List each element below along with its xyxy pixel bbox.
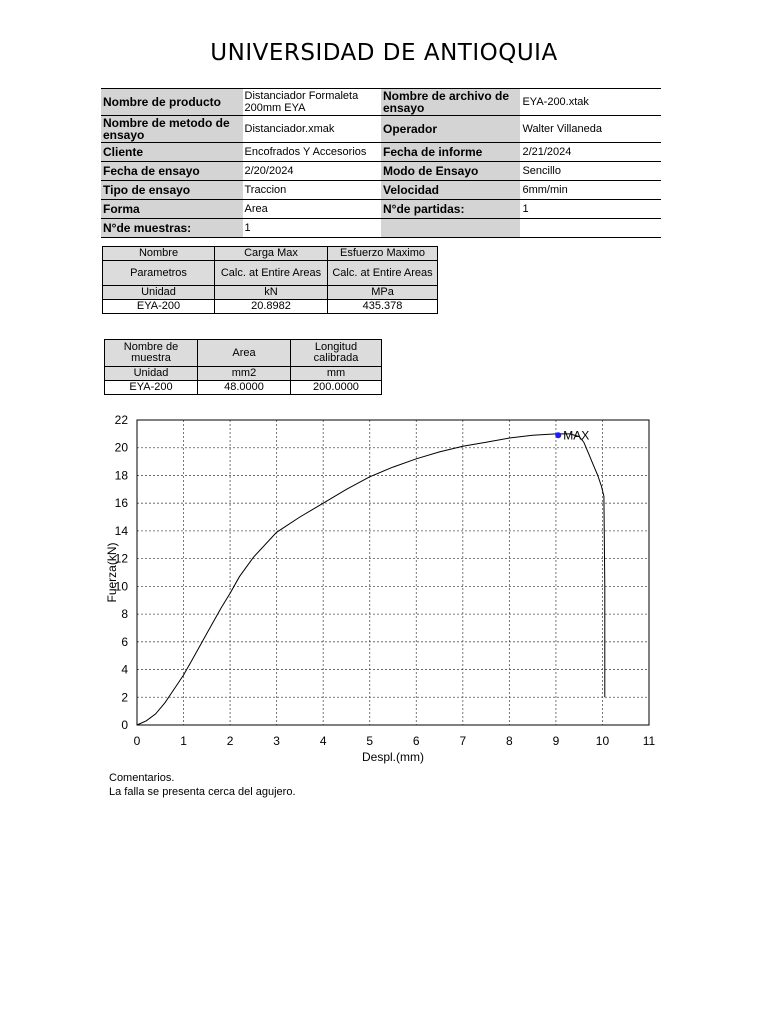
info-value: Distanciador.xmak (244, 123, 335, 135)
info-row: Tipo de ensayo Traccion Velocidad 6mm/mi… (101, 180, 661, 200)
results-cell: Nombre (102, 246, 215, 261)
sample-value-row: EYA-200 48.0000 200.0000 (104, 380, 382, 395)
info-label: Tipo de ensayo (101, 180, 243, 200)
y-tick-label: 18 (115, 468, 129, 482)
x-tick-label: 5 (366, 734, 373, 748)
y-tick-label: 16 (115, 496, 129, 510)
y-tick-label: 12 (115, 552, 129, 566)
info-label: Modo de Ensayo (380, 161, 521, 181)
info-value: Area (244, 203, 268, 215)
info-label: Cliente (101, 142, 243, 162)
info-label: Fecha de ensayo (101, 161, 243, 181)
info-value: EYA-200.xtak (522, 96, 589, 108)
info-value: 6mm/min (522, 184, 568, 196)
info-label: Velocidad (380, 180, 521, 200)
info-value: Distanciador Formaleta 200mm EYA (244, 90, 359, 114)
info-label (380, 218, 521, 238)
x-tick-label: 6 (413, 734, 420, 748)
sample-cell: mm (290, 366, 382, 381)
x-tick-label: 1 (180, 734, 187, 748)
sample-cell: Nombre de muestra (104, 339, 198, 367)
info-row: N°de muestras: 1 (101, 218, 661, 238)
info-value: Sencillo (522, 165, 561, 177)
y-axis-label: Fuerza(kN) (105, 542, 119, 602)
info-value: Encofrados Y Accesorios (244, 146, 367, 158)
info-label: Fecha de informe (380, 142, 521, 162)
info-value: Traccion (244, 184, 287, 196)
info-row: Nombre de producto Distanciador Formalet… (101, 88, 661, 116)
results-cell: 435.378 (327, 299, 438, 314)
info-value: 1 (522, 203, 529, 215)
info-label: Operador (380, 115, 521, 143)
comments-section: Comentarios. La falla se presenta cerca … (109, 771, 296, 799)
y-tick-label: 10 (115, 579, 129, 593)
x-tick-label: 2 (227, 734, 234, 748)
sample-table: Nombre de muestra Area Longitud calibrad… (104, 339, 382, 395)
y-tick-label: 4 (121, 663, 128, 677)
results-cell: MPa (327, 285, 438, 300)
results-cell: 20.8982 (214, 299, 328, 314)
comments-text: La falla se presenta cerca del agujero. (109, 786, 296, 798)
results-cell: Unidad (102, 285, 215, 300)
info-label: Forma (101, 199, 243, 219)
info-label: Nombre de producto (101, 88, 243, 116)
results-cell: kN (214, 285, 328, 300)
info-row: Nombre de metodo de ensayo Distanciador.… (101, 115, 661, 143)
info-label: N°de muestras: (101, 218, 243, 238)
x-tick-label: 8 (506, 734, 513, 748)
y-tick-label: 14 (115, 524, 129, 538)
x-tick-label: 11 (643, 734, 656, 748)
info-label: Nombre de metodo de ensayo (101, 115, 243, 143)
info-label: Nombre de archivo de ensayo (380, 88, 521, 116)
max-marker (555, 432, 562, 439)
x-tick-label: 3 (273, 734, 280, 748)
sample-header-row: Nombre de muestra Area Longitud calibrad… (104, 339, 382, 367)
y-tick-label: 6 (121, 635, 128, 649)
y-tick-label: 8 (121, 607, 128, 621)
comments-heading: Comentarios. (109, 772, 175, 784)
force-displacement-chart: 0 1 2 3 4 5 6 7 8 9 10 110246810121416182022Despl.(… (105, 413, 656, 764)
y-tick-label: 20 (115, 441, 129, 455)
info-value: Walter Villaneda (522, 123, 602, 135)
info-row: Fecha de ensayo 2/20/2024 Modo de Ensayo… (101, 161, 661, 181)
results-params-row: Parametros Calc. at Entire Areas Calc. a… (102, 260, 438, 286)
results-table: Nombre Carga Max Esfuerzo Maximo Paramet… (102, 246, 438, 314)
results-cell: Calc. at Entire Areas (214, 260, 328, 286)
sample-cell: Longitud calibrada (290, 339, 382, 367)
info-row: Cliente Encofrados Y Accesorios Fecha de… (101, 142, 661, 162)
x-tick-label: 9 (553, 734, 560, 748)
y-tick-label: 0 (121, 718, 128, 732)
info-label: N°de partidas: (380, 199, 521, 219)
x-axis-label: Despl.(mm) (362, 750, 424, 764)
plot-frame (136, 419, 650, 726)
info-value: 1 (244, 222, 251, 234)
y-tick-label: 22 (115, 413, 129, 427)
info-row: Forma Area N°de partidas: 1 (101, 199, 661, 219)
x-tick-label: 10 (596, 734, 610, 748)
sample-cell: 200.0000 (290, 380, 382, 395)
x-tick-label: 4 (320, 734, 327, 748)
sample-cell: Area (197, 339, 291, 367)
info-value: 2/21/2024 (522, 146, 572, 158)
results-value-row: EYA-200 20.8982 435.378 (102, 299, 438, 314)
test-info-table: Nombre de producto Distanciador Formalet… (101, 88, 661, 238)
results-cell: Esfuerzo Maximo (327, 246, 438, 261)
report-title: UNIVERSIDAD DE ANTIOQUIA (210, 40, 558, 66)
y-tick-label: 2 (121, 690, 128, 704)
results-cell: Parametros (102, 260, 215, 286)
results-cell: Calc. at Entire Areas (327, 260, 438, 286)
force-curve (136, 433, 606, 726)
results-cell: EYA-200 (102, 299, 215, 314)
info-value: 2/20/2024 (244, 165, 294, 177)
max-label: MAX (563, 428, 589, 442)
x-tick-label: 7 (459, 734, 466, 748)
results-unit-row: Unidad kN MPa (102, 285, 438, 300)
x-tick-label: 0 (134, 734, 141, 748)
